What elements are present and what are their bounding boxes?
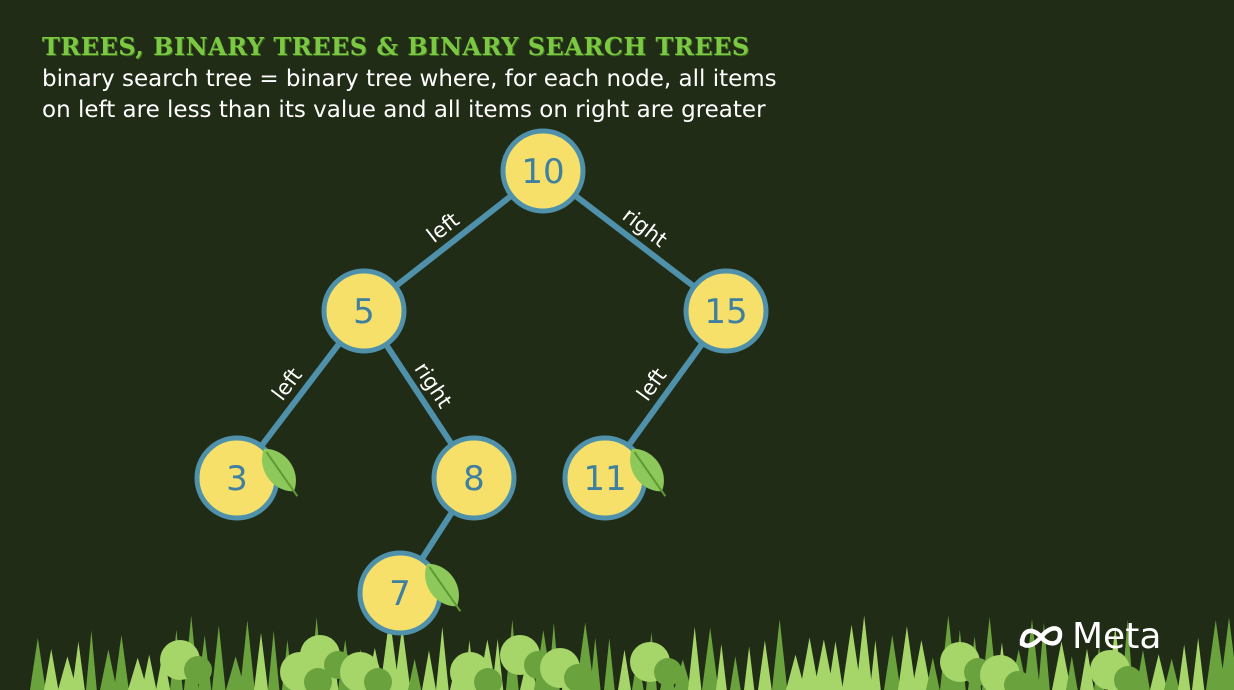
pine-tree-shape xyxy=(436,626,449,690)
bush-shape xyxy=(654,658,682,686)
subtitle-line-1: binary search tree = binary tree where, … xyxy=(42,66,777,92)
subtitle-line-2: on left are less than its value and all … xyxy=(42,97,766,123)
pine-tree-shape xyxy=(1038,622,1050,690)
node-value: 10 xyxy=(521,152,564,192)
node-value: 15 xyxy=(704,292,747,332)
pine-tree-shape xyxy=(898,626,916,690)
slide-subtitle: binary search tree = binary tree where, … xyxy=(42,64,777,126)
pine-tree-shape xyxy=(1052,641,1071,690)
tree-node-15: 15 xyxy=(683,268,769,354)
edge-label-right: right xyxy=(618,203,672,252)
pine-tree-shape xyxy=(1024,619,1040,690)
node-circle xyxy=(500,128,586,214)
pine-tree-shape xyxy=(884,635,901,690)
pine-tree-shape xyxy=(100,649,117,690)
pine-tree-shape xyxy=(86,630,97,690)
tree-node-8: 8 xyxy=(431,435,517,521)
slide-title: TREES, BINARY TREES & BINARY SEARCH TREE… xyxy=(42,32,750,61)
tree-node-5: 5 xyxy=(321,268,407,354)
node-circle xyxy=(321,268,407,354)
bush-shape xyxy=(1114,666,1142,690)
pine-tree-shape xyxy=(114,634,129,690)
pine-tree-shape xyxy=(688,626,702,690)
pine-tree-shape xyxy=(1192,637,1205,690)
bush-shape xyxy=(474,668,502,690)
tree-node-10: 10 xyxy=(500,128,586,214)
node-circle xyxy=(683,268,769,354)
tree-nodes: 10 5 15 3 8 11 7 xyxy=(194,128,769,636)
pine-tree-shape xyxy=(128,657,148,690)
pine-tree-shape xyxy=(590,637,601,690)
pine-tree-shape xyxy=(744,646,755,690)
pine-tree-shape xyxy=(786,654,805,690)
pine-tree-shape xyxy=(1080,648,1095,690)
leaf-icon xyxy=(425,563,462,612)
node-value: 7 xyxy=(389,574,411,614)
pine-tree-shape xyxy=(394,626,411,690)
pine-tree-shape xyxy=(1206,620,1226,690)
tree-node-3: 3 xyxy=(194,435,299,521)
bush-shape xyxy=(304,668,332,690)
tree-node-7: 7 xyxy=(357,550,462,636)
pine-tree-shape xyxy=(702,627,719,690)
pine-tree-shape xyxy=(912,640,931,690)
pine-tree-shape xyxy=(730,656,741,690)
pine-tree-shape xyxy=(72,641,85,690)
node-value: 5 xyxy=(353,292,375,332)
pine-tree-shape xyxy=(758,640,772,690)
pine-tree-shape xyxy=(254,632,269,690)
pine-tree-shape xyxy=(212,625,226,690)
node-value: 3 xyxy=(226,459,248,499)
pine-tree-shape xyxy=(870,640,881,690)
pine-tree-shape xyxy=(58,656,77,690)
pine-tree-shape xyxy=(1150,654,1168,690)
pine-tree-shape xyxy=(1220,617,1234,690)
pine-tree-shape xyxy=(226,656,246,690)
pine-tree-shape xyxy=(1178,644,1191,690)
bush-shape xyxy=(1004,671,1032,690)
pine-tree-shape xyxy=(716,643,727,690)
meta-wordmark: Meta xyxy=(1072,616,1162,657)
pine-tree-shape xyxy=(800,637,820,690)
pine-tree-shape xyxy=(674,659,692,690)
pine-tree-shape xyxy=(30,637,46,690)
pine-tree-shape xyxy=(156,651,171,690)
pine-tree-shape xyxy=(142,654,157,690)
pine-tree-shape xyxy=(44,649,59,690)
edge-label-right: right xyxy=(410,358,457,412)
node-value: 8 xyxy=(463,459,485,499)
leaf-icon xyxy=(630,448,667,497)
tree-node-11: 11 xyxy=(562,435,667,521)
node-value: 11 xyxy=(583,459,626,499)
pine-tree-shape xyxy=(240,620,255,690)
pine-tree-shape xyxy=(926,657,940,690)
forest-decoration xyxy=(30,615,1234,690)
bush-shape xyxy=(184,656,212,684)
leaf-icon xyxy=(262,448,299,497)
pine-tree-shape xyxy=(1066,656,1078,690)
node-circle xyxy=(431,435,517,521)
pine-tree-shape xyxy=(604,638,615,690)
pine-tree-shape xyxy=(268,630,280,690)
pine-tree-shape xyxy=(772,619,788,690)
pine-tree-shape xyxy=(422,650,436,690)
pine-tree-shape xyxy=(814,639,834,690)
meta-logo: Meta xyxy=(1016,616,1161,657)
bush-shape xyxy=(564,664,592,690)
meta-infinity-logo-icon xyxy=(1019,625,1063,648)
pine-tree-shape xyxy=(842,624,862,690)
pine-tree-shape xyxy=(1164,658,1180,690)
pine-tree-shape xyxy=(856,615,873,690)
bush-shape xyxy=(364,668,392,690)
pine-tree-shape xyxy=(408,658,422,690)
pine-tree-shape xyxy=(618,649,631,690)
pine-tree-shape xyxy=(828,641,843,690)
